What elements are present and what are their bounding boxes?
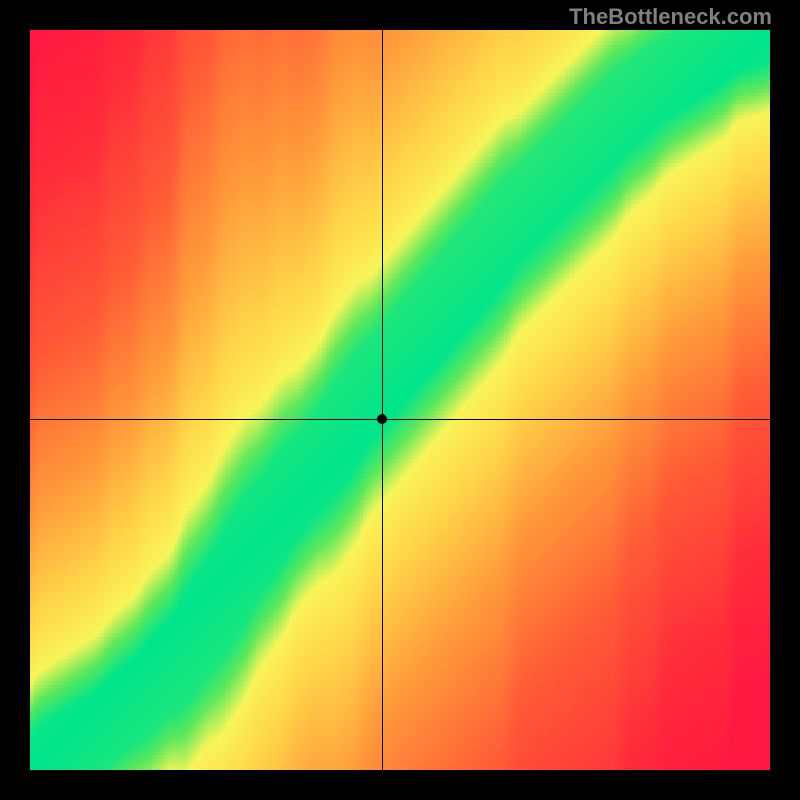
data-point-marker <box>377 414 387 424</box>
crosshair-vertical <box>382 30 383 770</box>
heatmap-plot <box>30 30 770 770</box>
crosshair-horizontal <box>30 419 770 420</box>
watermark-text: TheBottleneck.com <box>569 4 772 30</box>
heatmap-canvas <box>30 30 770 770</box>
chart-frame: TheBottleneck.com <box>0 0 800 800</box>
